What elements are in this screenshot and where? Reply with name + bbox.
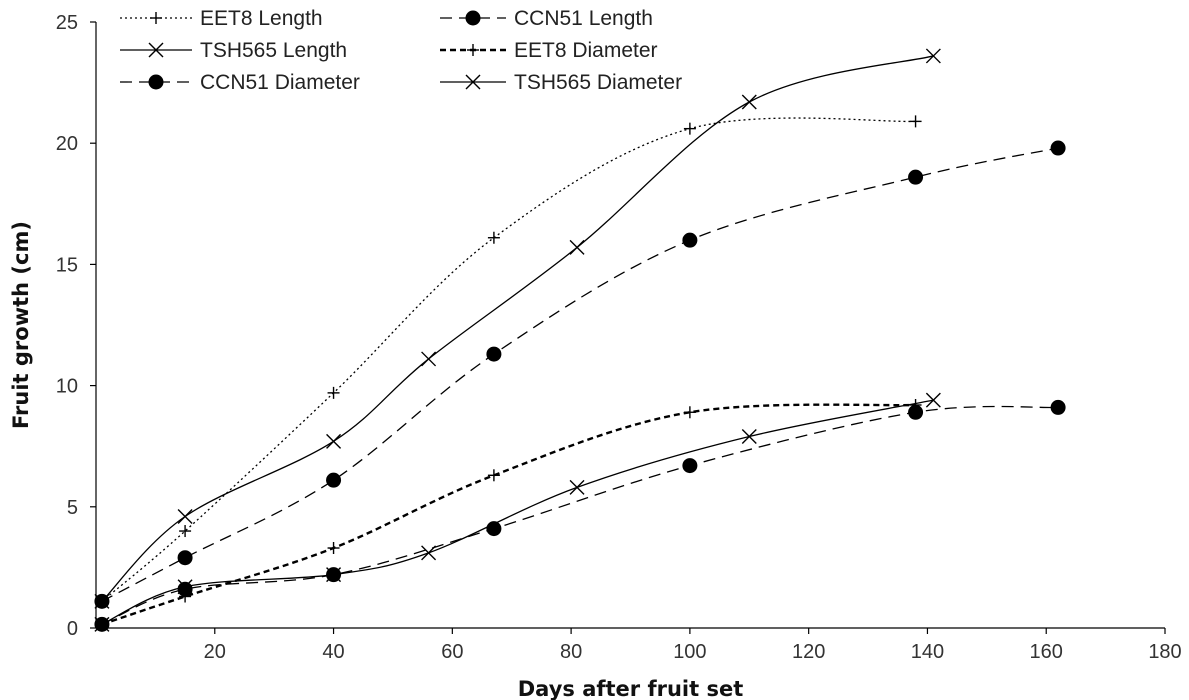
x-tick-label: 180 bbox=[1148, 641, 1181, 663]
data-point-ccn51-length bbox=[1050, 140, 1066, 156]
data-point-tsh565-diameter bbox=[925, 392, 941, 408]
data-point-tsh565-length bbox=[421, 351, 437, 367]
legend-swatch-marker bbox=[465, 10, 481, 26]
data-point-tsh565-diameter bbox=[421, 545, 437, 561]
y-tick-label: 20 bbox=[56, 133, 78, 155]
x-axis-title: Days after fruit set bbox=[518, 677, 743, 700]
y-tick-label: 15 bbox=[56, 254, 78, 276]
data-point-tsh565-diameter bbox=[741, 429, 757, 444]
legend-item-ccn51-length: CCN51 Length bbox=[440, 7, 653, 30]
x-tick-label: 80 bbox=[560, 641, 582, 663]
data-point-tsh565-diameter bbox=[569, 479, 585, 495]
legend-swatch-marker bbox=[148, 74, 164, 90]
series-eet8-length bbox=[95, 115, 922, 608]
data-point-ccn51-length bbox=[682, 232, 698, 248]
data-point-tsh565-length bbox=[569, 239, 585, 255]
legend-label: EET8 Diameter bbox=[514, 39, 658, 62]
data-point-eet8-diameter bbox=[327, 542, 340, 555]
series-tsh565-length bbox=[94, 48, 941, 609]
legend-label: EET8 Length bbox=[200, 7, 323, 30]
legend-item-eet8-length: EET8 Length bbox=[120, 7, 323, 30]
data-point-ccn51-diameter bbox=[682, 458, 698, 474]
data-point-tsh565-length bbox=[326, 433, 342, 449]
x-tick-label: 100 bbox=[673, 641, 706, 663]
legend-label: CCN51 Diameter bbox=[200, 71, 360, 94]
data-point-ccn51-diameter bbox=[1050, 399, 1066, 415]
y-tick-label: 25 bbox=[56, 12, 78, 34]
data-point-tsh565-diameter bbox=[326, 567, 342, 583]
x-tick-label: 60 bbox=[441, 641, 463, 663]
data-point-tsh565-length bbox=[925, 48, 941, 64]
legend-label: CCN51 Length bbox=[514, 7, 653, 30]
series-line-eet8-length bbox=[101, 117, 916, 602]
series-ccn51-diameter bbox=[94, 399, 1066, 632]
y-axis-title: Fruit growth (cm) bbox=[9, 221, 33, 429]
data-point-eet8-length bbox=[487, 231, 500, 244]
data-point-ccn51-length bbox=[486, 346, 502, 362]
legend-swatch-marker bbox=[150, 12, 162, 24]
legend-item-ccn51-diameter: CCN51 Diameter bbox=[120, 71, 360, 94]
data-point-ccn51-length bbox=[177, 550, 193, 566]
series-line-eet8-diameter bbox=[101, 403, 916, 626]
data-point-ccn51-length bbox=[326, 472, 342, 488]
series-line-tsh565-length bbox=[101, 55, 934, 602]
legend-item-tsh565-diameter: TSH565 Diameter bbox=[440, 71, 682, 94]
y-tick-label: 10 bbox=[56, 376, 78, 398]
data-point-tsh565-length bbox=[741, 94, 757, 110]
data-point-tsh565-diameter bbox=[94, 616, 110, 632]
series-tsh565-diameter bbox=[94, 392, 941, 632]
x-tick-label: 120 bbox=[792, 641, 825, 663]
data-point-tsh565-diameter bbox=[177, 579, 193, 595]
legend-label: TSH565 Length bbox=[200, 39, 347, 62]
legend-swatch-marker bbox=[467, 44, 479, 56]
series-eet8-diameter bbox=[95, 398, 922, 631]
series-ccn51-length bbox=[94, 140, 1066, 609]
data-point-tsh565-length bbox=[177, 509, 193, 524]
data-point-eet8-length bbox=[179, 525, 192, 538]
data-point-eet8-diameter bbox=[487, 469, 500, 482]
series-line-tsh565-diameter bbox=[101, 399, 934, 625]
x-tick-label: 40 bbox=[322, 641, 344, 663]
series-line-ccn51-length bbox=[101, 147, 1059, 602]
x-tick-label: 160 bbox=[1030, 641, 1063, 663]
legend-swatch-marker bbox=[465, 74, 481, 90]
data-point-tsh565-length bbox=[94, 593, 110, 609]
y-tick-label: 5 bbox=[67, 497, 78, 519]
legend: EET8 Length CCN51 Length TSH565 Length EET8… bbox=[120, 7, 682, 94]
y-tick-label: 0 bbox=[67, 618, 78, 640]
x-tick-label: 20 bbox=[204, 641, 226, 663]
legend-label: TSH565 Diameter bbox=[514, 71, 682, 94]
axes: 20 40 60 80 100 120 140 160 180 0 5 10 15 20 25 bbox=[56, 12, 1182, 663]
legend-item-tsh565-length: TSH565 Length bbox=[120, 39, 347, 62]
data-point-ccn51-length bbox=[908, 169, 924, 185]
data-point-ccn51-diameter bbox=[177, 581, 193, 597]
data-point-eet8-length bbox=[683, 122, 696, 135]
data-point-ccn51-diameter bbox=[486, 521, 502, 537]
legend-swatch-marker bbox=[148, 42, 164, 58]
series-line-ccn51-diameter bbox=[101, 405, 1059, 625]
series-layer bbox=[94, 48, 1066, 632]
data-point-eet8-diameter bbox=[683, 406, 696, 419]
data-point-eet8-length bbox=[909, 115, 922, 128]
legend-item-eet8-diameter: EET8 Diameter bbox=[440, 39, 658, 62]
data-point-ccn51-diameter bbox=[908, 404, 924, 420]
data-point-eet8-length bbox=[327, 386, 340, 399]
x-tick-label: 140 bbox=[911, 641, 944, 663]
